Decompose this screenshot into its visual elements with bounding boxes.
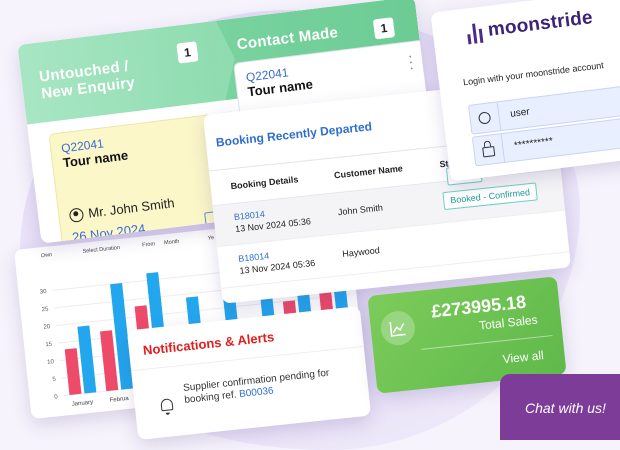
y-tick-label: 20 [43,324,51,331]
y-tick-label: 5 [52,377,57,383]
x-tick-label: Februa [110,396,130,404]
divider [421,335,553,350]
kanban-column-untouched: Untouched / New Enquiry 1 [17,19,240,125]
column-count-badge: 1 [176,41,199,64]
login-prompt: Login with your moonstride account [462,60,605,88]
booking-ref-link[interactable]: B18014 [237,250,270,264]
bar-series-1[interactable] [100,330,119,392]
column-title: Contact Made [235,23,340,54]
total-sales-card: £273995.18 Total Sales View all [367,276,567,394]
username-value: user [509,106,531,120]
from-label: From [141,241,156,249]
duration-select[interactable]: Select Duration [82,244,121,255]
password-value: ********** [513,135,554,152]
month-select[interactable]: Month [163,238,180,247]
booking-ref-link[interactable]: B00036 [238,385,275,401]
column-count-badge: 1 [372,17,396,40]
customer-name: Haywood [341,245,381,259]
user-icon [469,102,502,134]
status-badge: Booked - Confirmed [442,182,538,211]
y-tick-label: 15 [45,342,53,349]
bar-series-1[interactable] [64,348,82,396]
y-tick-label: 0 [54,394,59,400]
notifications-title: Notifications & Alerts [142,329,275,358]
y-tick-label: 25 [41,306,49,313]
contact-name: Mr. John Smith [87,195,176,221]
x-tick-label: January [72,400,94,408]
bar-series-2[interactable] [77,325,97,394]
chat-label: Chat with us! [525,400,606,416]
view-all-link[interactable]: View all [502,348,545,367]
chart-trend-icon [379,309,417,347]
customer-name: John Smith [337,202,384,218]
column-header-booking-details: Booking Details [230,174,299,192]
lock-icon [472,134,506,166]
notification-item[interactable]: Supplier confirmation pending for bookin… [183,364,365,407]
y-tick-label: 10 [47,359,55,366]
y-tick-label: 30 [40,289,48,296]
moonstride-logo-icon [466,21,484,45]
year-select[interactable]: Ye [207,235,215,242]
person-icon [68,206,85,223]
contact-person: Mr. John Smith [68,195,176,223]
booking-ref-link[interactable]: B18014 [233,208,266,223]
bar-series-2[interactable] [110,283,134,390]
column-title: Untouched / New Enquiry [38,57,136,103]
bell-icon [160,398,174,412]
booking-card-title: Booking Recently Departed [215,119,373,150]
chat-with-us-button[interactable]: Chat with us! [500,374,620,440]
column-header-customer-name: Customer Name [333,163,404,181]
brand-name: moonstride [486,7,594,41]
moonstride-logo: moonstride [466,7,594,45]
owner-select[interactable]: Own [40,252,53,260]
moonstride-login-card: moonstride Login with your moonstride ac… [430,0,620,182]
